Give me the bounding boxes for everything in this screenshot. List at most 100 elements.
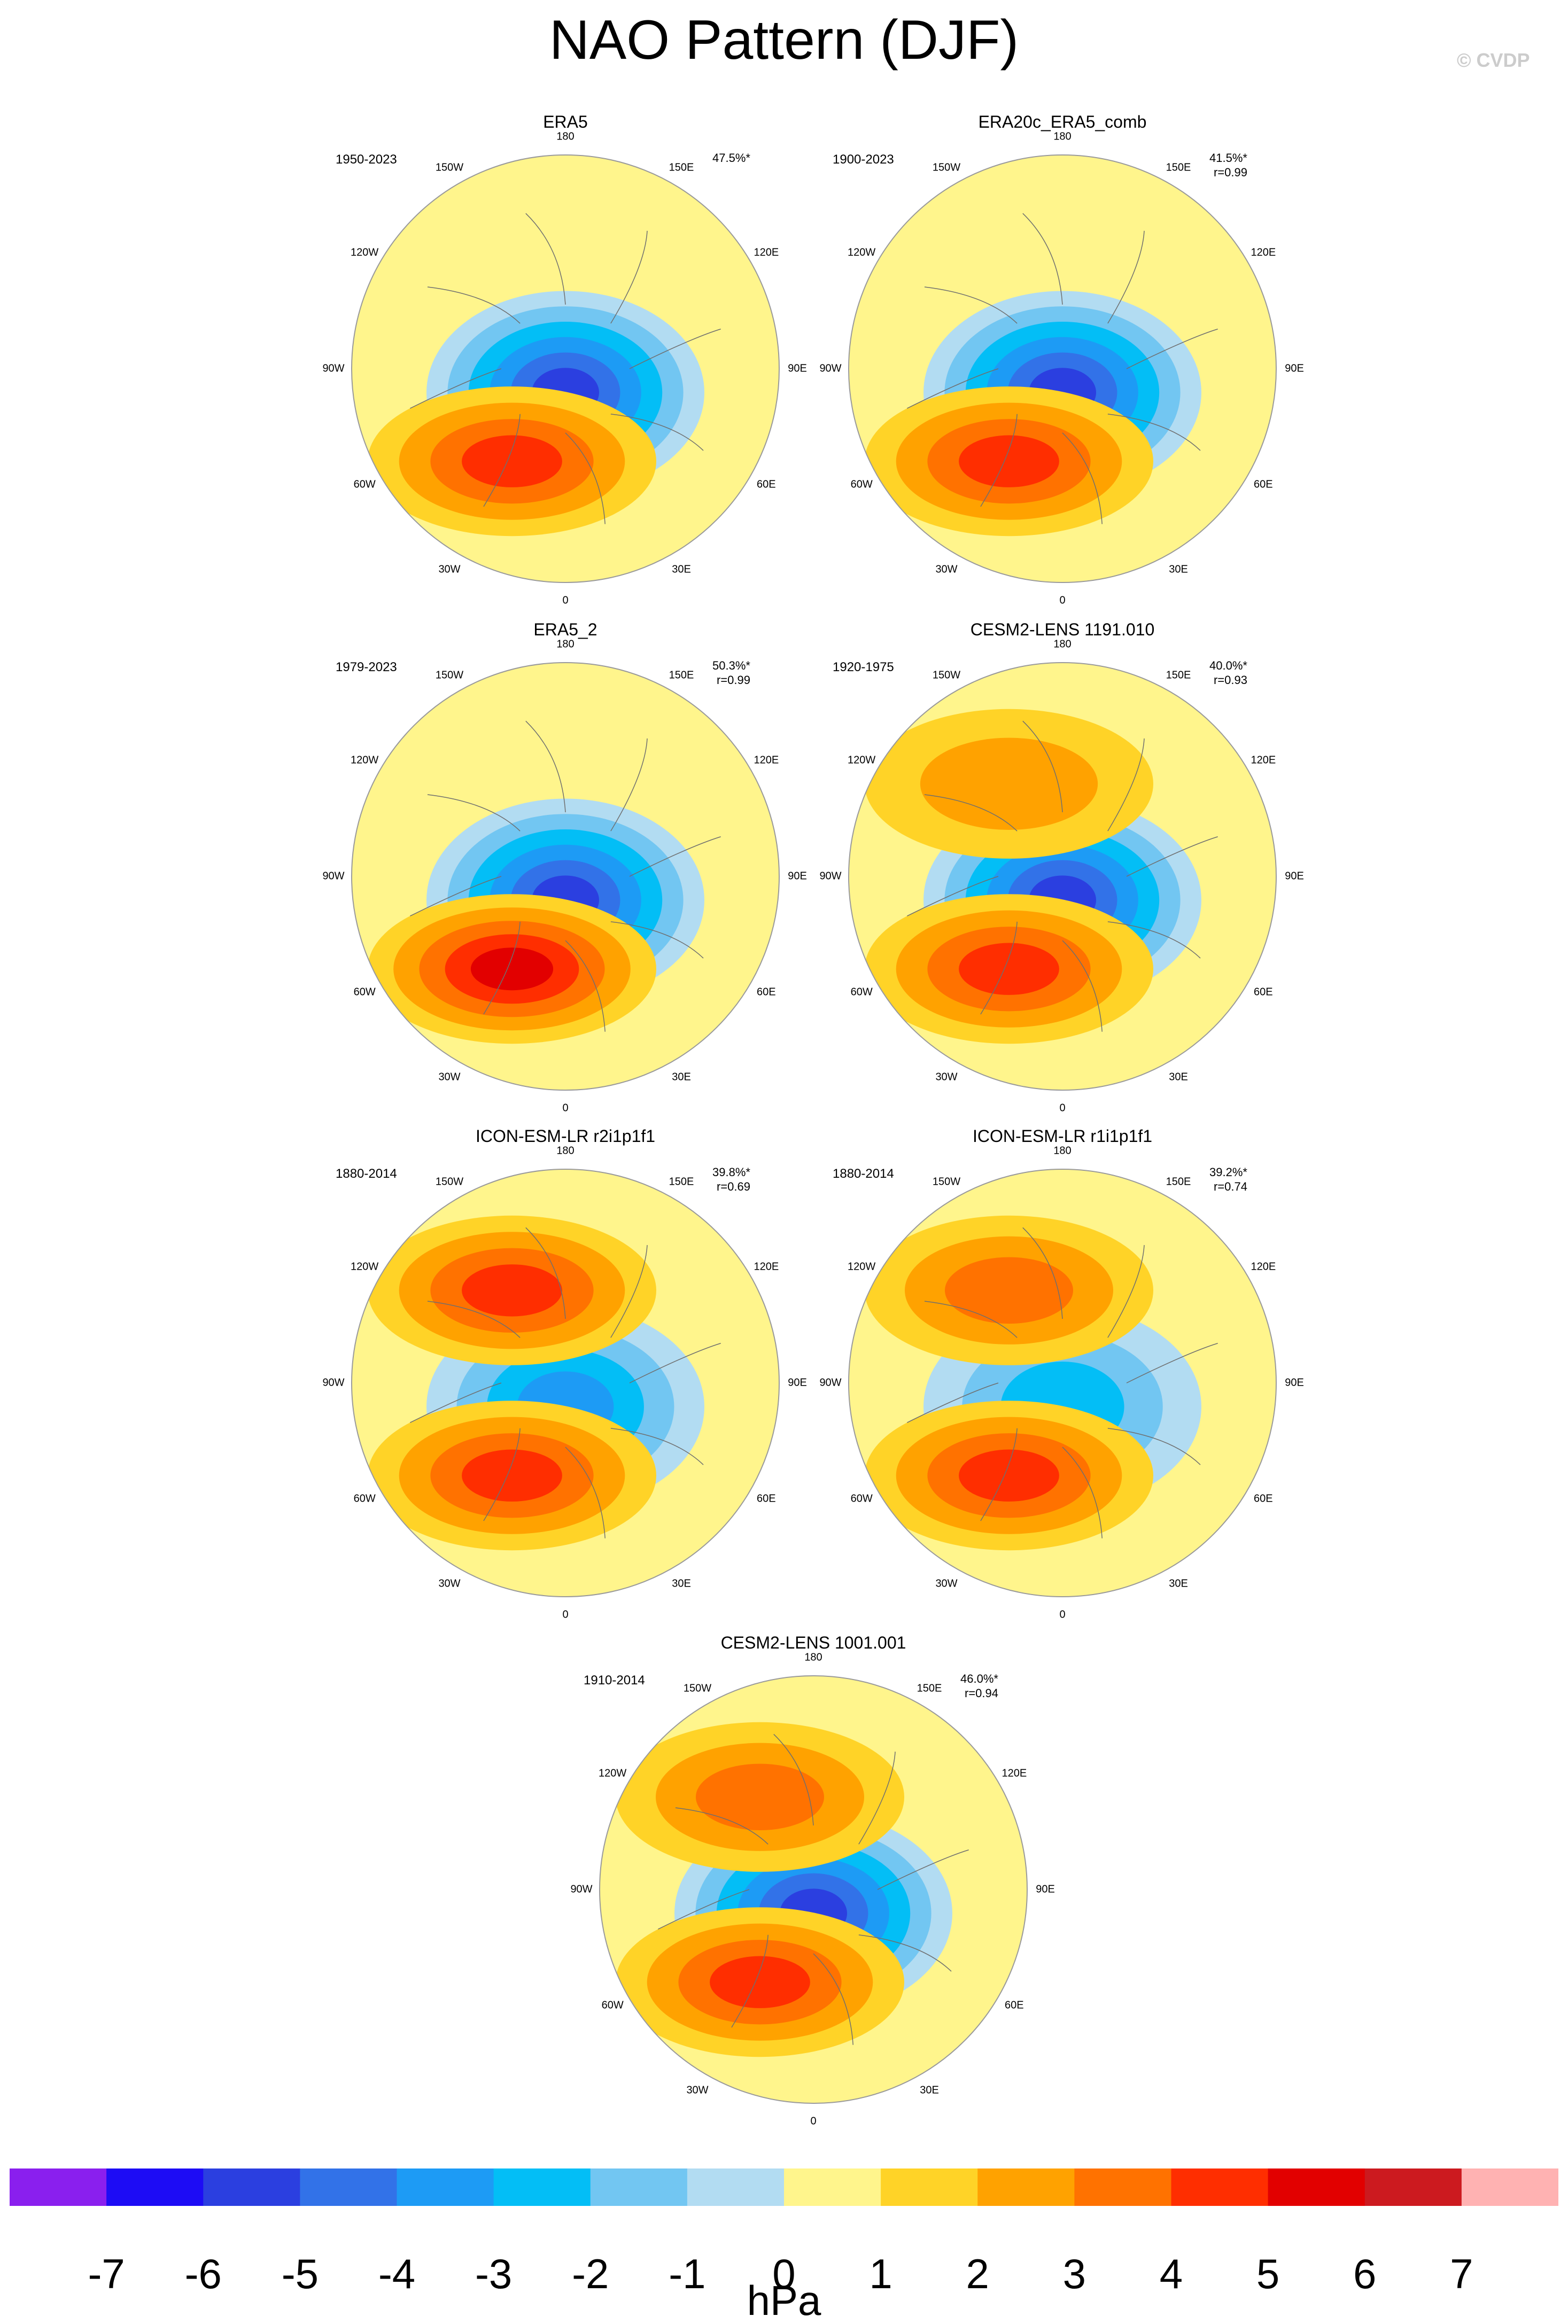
longitude-label: 60W bbox=[353, 986, 376, 998]
longitude-label: 30E bbox=[1169, 563, 1188, 576]
longitude-label: 180 bbox=[556, 130, 575, 143]
pattern-correlation: r=0.93 bbox=[1213, 673, 1247, 687]
high-pressure-center bbox=[368, 1401, 656, 1551]
map-panel: ERA5 1950-2023 47.5%* 180 150E 120E 90E 60E 30E 0… bbox=[322, 112, 807, 625]
coastline bbox=[1107, 414, 1201, 451]
polar-map bbox=[351, 1169, 780, 1597]
longitude-label: 90W bbox=[322, 362, 345, 375]
colorbar-units: hPa bbox=[747, 2277, 821, 2324]
panel-stats: 40.0%* r=0.93 bbox=[1209, 658, 1247, 687]
longitude-label: 180 bbox=[1053, 1145, 1072, 1157]
coastline bbox=[1022, 720, 1063, 813]
longitude-label: 150E bbox=[1166, 161, 1191, 174]
colorbar-swatch bbox=[106, 2168, 204, 2206]
variance-explained: 47.5%* bbox=[712, 151, 750, 165]
coastline bbox=[610, 1245, 648, 1338]
longitude-label: 60W bbox=[850, 478, 873, 491]
contour-band bbox=[959, 943, 1059, 995]
longitude-label: 90E bbox=[1036, 1883, 1055, 1895]
coastline bbox=[629, 329, 721, 369]
longitude-label: 120E bbox=[754, 754, 779, 766]
coastline bbox=[1126, 836, 1218, 877]
colorbar-swatch bbox=[590, 2168, 688, 2206]
coastline bbox=[980, 414, 1018, 507]
colorbar-tick-label: 7 bbox=[1450, 2250, 1473, 2297]
coastline bbox=[610, 1428, 704, 1465]
polar-map bbox=[351, 154, 780, 583]
map-border bbox=[351, 154, 780, 583]
longitude-label: 30E bbox=[920, 2084, 939, 2096]
longitude-label: 30E bbox=[672, 563, 691, 576]
coastline bbox=[924, 794, 1018, 831]
longitude-label: 0 bbox=[562, 1102, 569, 1114]
high-pressure-center bbox=[865, 709, 1153, 859]
map-panel: ERA20c_ERA5_comb 1900-2023 41.5%* r=0.99 180… bbox=[819, 112, 1304, 625]
colorbar-swatch bbox=[1461, 2168, 1558, 2206]
coastline bbox=[731, 1934, 769, 2028]
coastline bbox=[1062, 1447, 1103, 1538]
panel-stats: 46.0%* r=0.94 bbox=[960, 1672, 998, 1700]
colorbar-tick-label: 3 bbox=[1062, 2250, 1086, 2297]
colorbar-tick-label: -4 bbox=[378, 2250, 416, 2297]
coastline bbox=[858, 1751, 896, 1845]
longitude-label: 90W bbox=[819, 362, 842, 375]
coastline bbox=[1126, 1343, 1218, 1383]
colorbar-swatch bbox=[977, 2168, 1075, 2206]
longitude-label: 120E bbox=[1251, 1261, 1276, 1273]
longitude-label: 150E bbox=[1166, 669, 1191, 681]
longitude-label: 150W bbox=[435, 1176, 464, 1188]
colorbar-swatch bbox=[784, 2168, 881, 2206]
longitude-label: 60E bbox=[757, 1493, 776, 1505]
map-panel: ICON-ESM-LR r2i1p1f1 1880-2014 39.8%* r=0.6… bbox=[322, 1126, 806, 1639]
map-panel: ERA5_2 1979-2023 50.3%* r=0.99 180 150E 120E 90… bbox=[322, 620, 806, 1133]
coastline bbox=[675, 1807, 769, 1845]
panel-period: 1880-2014 bbox=[833, 1167, 894, 1181]
longitude-label: 0 bbox=[1059, 1102, 1066, 1114]
longitude-label: 60W bbox=[850, 1493, 873, 1505]
contour-band bbox=[462, 1264, 562, 1317]
variance-explained: 50.3%* bbox=[712, 659, 750, 672]
map-border bbox=[848, 1169, 1277, 1597]
panel-period: 1979-2023 bbox=[336, 660, 397, 674]
longitude-label: 30W bbox=[686, 2084, 709, 2096]
high-pressure-center bbox=[368, 1215, 656, 1365]
longitude-label: 60W bbox=[601, 1999, 624, 2011]
coastline bbox=[906, 876, 999, 916]
map-border bbox=[351, 1169, 780, 1597]
longitude-label: 0 bbox=[810, 2115, 817, 2127]
high-pressure-center bbox=[368, 894, 656, 1044]
longitude-label: 30W bbox=[438, 1577, 461, 1590]
longitude-label: 30E bbox=[1169, 1577, 1188, 1590]
longitude-label: 120W bbox=[351, 246, 379, 259]
panel-title: ICON-ESM-LR r2i1p1f1 bbox=[475, 1126, 656, 1146]
panel-title: CESM2-LENS 1001.001 bbox=[720, 1633, 906, 1652]
longitude-label: 90E bbox=[788, 362, 807, 375]
polar-map bbox=[848, 662, 1277, 1091]
coastline bbox=[565, 432, 606, 524]
high-pressure-center bbox=[865, 386, 1153, 537]
coastline bbox=[409, 1382, 502, 1423]
longitude-label: 150E bbox=[917, 1682, 942, 1695]
colorbar-tick-label: -2 bbox=[572, 2250, 609, 2297]
colorbar-tick-label: 1 bbox=[869, 2250, 892, 2297]
longitude-label: 30W bbox=[438, 563, 461, 576]
coastline bbox=[858, 1934, 952, 1972]
longitude-label: 150W bbox=[683, 1682, 712, 1695]
coastline bbox=[525, 1227, 566, 1319]
longitude-label: 90W bbox=[322, 870, 345, 882]
high-pressure-center bbox=[865, 1401, 1153, 1551]
map-border bbox=[351, 662, 780, 1091]
longitude-label: 60E bbox=[1005, 1999, 1024, 2011]
longitude-label: 60W bbox=[850, 986, 873, 998]
colorbar-swatch bbox=[300, 2168, 397, 2206]
coastline bbox=[409, 368, 502, 409]
longitude-label: 150W bbox=[435, 161, 464, 174]
longitude-label: 90W bbox=[570, 1883, 593, 1895]
colorbar-tick-label: 0 bbox=[772, 2250, 796, 2297]
coastline bbox=[610, 414, 704, 451]
coastline bbox=[1022, 1227, 1063, 1319]
longitude-label: 150E bbox=[669, 161, 694, 174]
coastline bbox=[924, 1301, 1018, 1338]
map-panel: CESM2-LENS 1001.001 1910-2014 46.0%* r=0.94… bbox=[570, 1633, 1055, 2146]
longitude-label: 90E bbox=[1285, 362, 1304, 375]
